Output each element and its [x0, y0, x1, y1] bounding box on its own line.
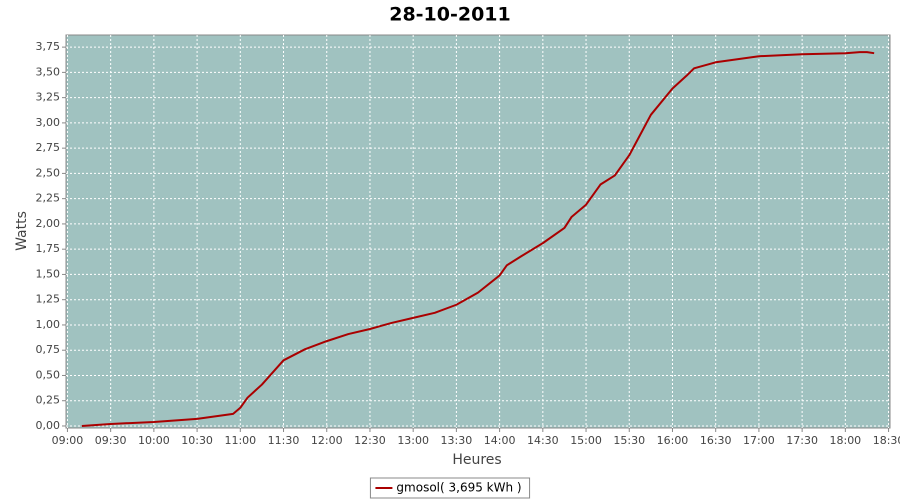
x-tick-label: 16:30	[700, 434, 732, 447]
y-tick-label: 1,75	[36, 242, 61, 255]
y-tick-label: 1,25	[36, 293, 61, 306]
x-tick-label: 18:30	[873, 434, 900, 447]
y-tick-label: 1,50	[36, 267, 61, 280]
y-tick-label: 3,25	[36, 91, 61, 104]
chart-title: 28-10-2011	[389, 4, 511, 26]
y-tick-label: 0,00	[36, 419, 61, 432]
legend-box	[369, 477, 531, 499]
y-axis-label: Watts	[14, 211, 30, 251]
x-tick-label: 16:00	[657, 434, 689, 447]
x-tick-label: 13:30	[441, 434, 473, 447]
x-tick-label: 11:30	[268, 434, 300, 447]
x-tick-label: 11:00	[224, 434, 256, 447]
x-tick-label: 18:00	[829, 434, 861, 447]
y-tick-label: 0,25	[36, 394, 61, 407]
y-tick-label: 3,50	[36, 65, 61, 78]
x-tick-label: 10:00	[138, 434, 170, 447]
y-tick-label: 3,75	[36, 40, 61, 53]
x-tick-label: 10:30	[181, 434, 213, 447]
legend: gmosol( 3,695 kWh )	[369, 477, 531, 499]
y-tick-label: 0,50	[36, 368, 61, 381]
y-tick-label: 0,75	[36, 343, 61, 356]
y-tick-label: 2,00	[36, 217, 61, 230]
plot-area	[65, 34, 891, 429]
x-tick-label: 17:00	[743, 434, 775, 447]
x-tick-label: 09:00	[52, 434, 84, 447]
line-series	[81, 51, 875, 427]
x-tick-label: 09:30	[95, 434, 127, 447]
x-tick-label: 14:30	[527, 434, 559, 447]
x-tick-label: 17:30	[786, 434, 818, 447]
y-tick-label: 2,25	[36, 192, 61, 205]
x-tick-label: 12:00	[311, 434, 343, 447]
x-tick-label: 15:30	[613, 434, 645, 447]
x-tick-label: 13:00	[397, 434, 429, 447]
y-tick-label: 2,50	[36, 166, 61, 179]
y-tick-label: 3,00	[36, 116, 61, 129]
x-tick-label: 14:00	[484, 434, 516, 447]
x-tick-label: 15:00	[570, 434, 602, 447]
legend-label: gmosol( 3,695 kWh )	[396, 481, 521, 495]
x-axis-label: Heures	[452, 452, 501, 468]
y-tick-label: 2,75	[36, 141, 61, 154]
x-tick-label: 12:30	[354, 434, 386, 447]
y-tick-label: 1,00	[36, 318, 61, 331]
